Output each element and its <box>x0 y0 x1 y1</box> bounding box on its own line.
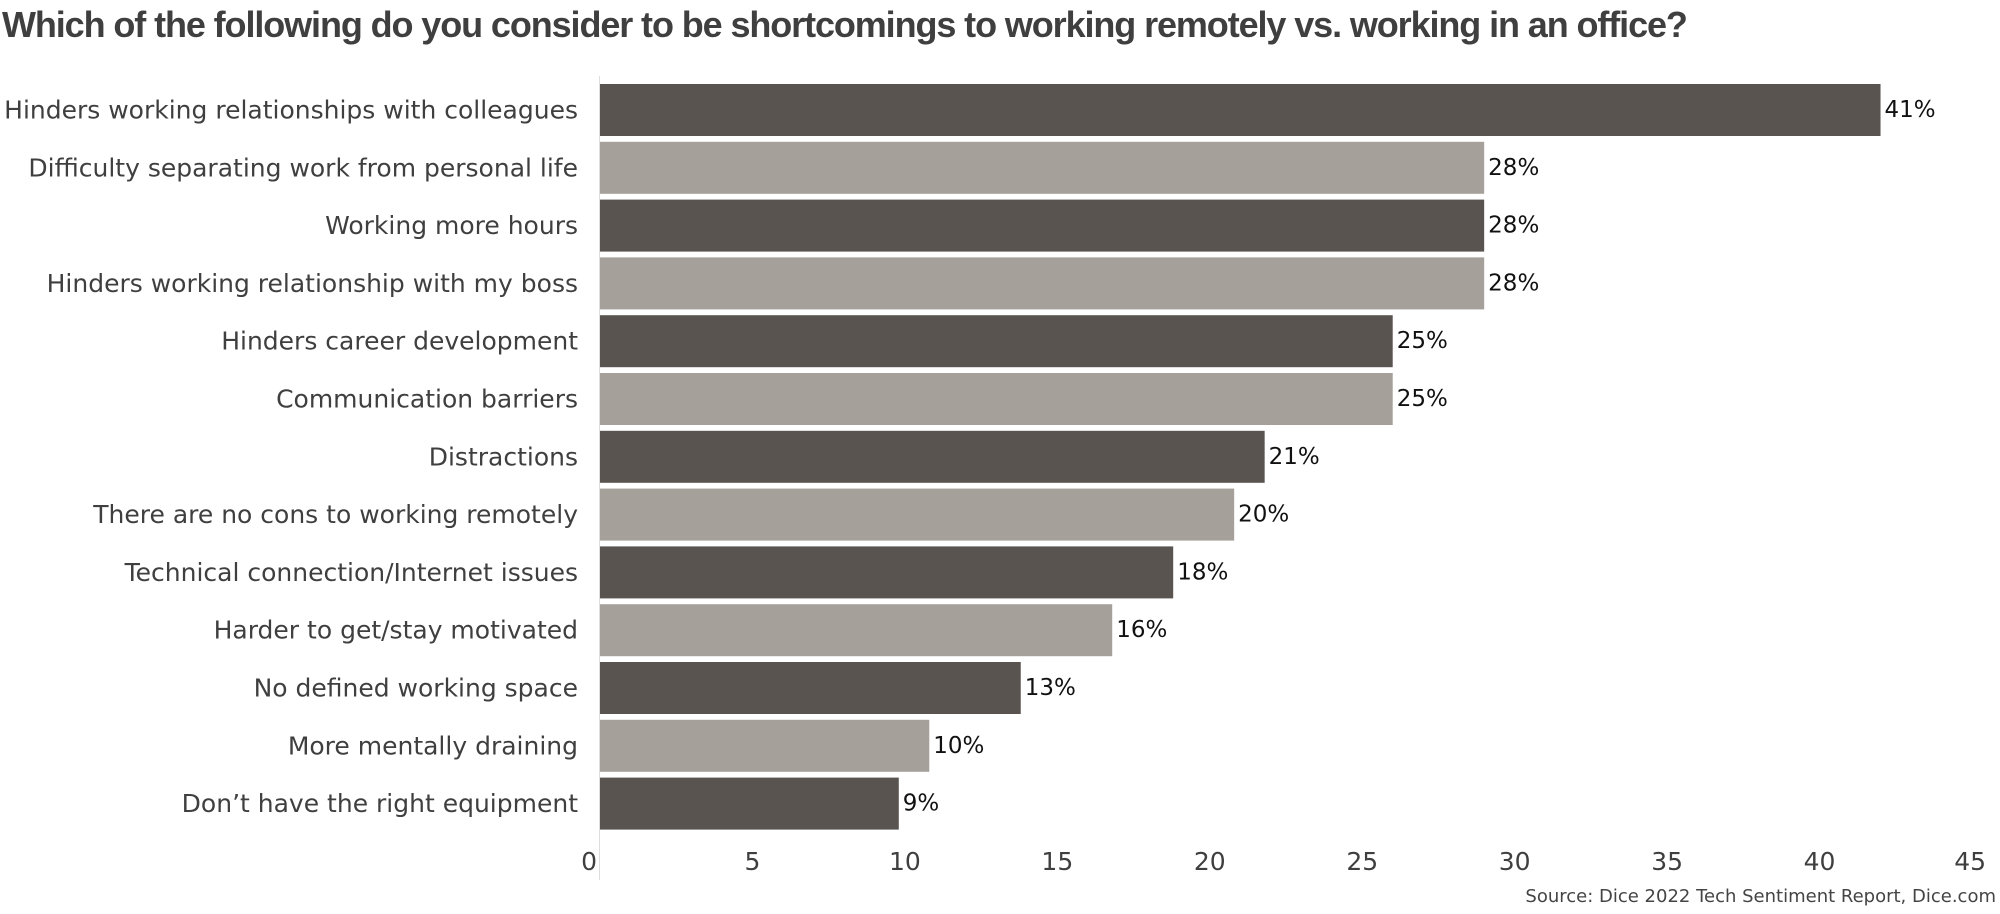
category-label: No defined working space <box>254 674 578 703</box>
x-tick-labels-group: 0 5 10 15 20 25 30 35 40 45 <box>581 847 1986 876</box>
category-label: Hinders career development <box>221 327 578 356</box>
value-label: 21% <box>1269 444 1320 470</box>
x-tick-label: 40 <box>1804 847 1836 876</box>
chart-title: Which of the following do you consider t… <box>2 4 1688 45</box>
bar <box>600 373 1393 425</box>
category-label: Don’t have the right equipment <box>182 789 579 818</box>
value-label: 9% <box>903 791 940 817</box>
value-label: 20% <box>1238 502 1289 528</box>
bar <box>600 257 1485 310</box>
value-label: 18% <box>1177 559 1228 585</box>
category-label: Hinders working relationships with colle… <box>4 96 578 125</box>
value-label: 10% <box>933 733 984 759</box>
category-label: More mentally draining <box>288 731 578 760</box>
bar <box>600 141 1485 194</box>
bar <box>600 777 899 830</box>
category-label: Hinders working relationship with my bos… <box>47 269 578 298</box>
value-label: 25% <box>1397 386 1448 412</box>
bar <box>600 199 1485 252</box>
category-label: Working more hours <box>325 211 578 240</box>
value-labels-group: 41% 28% 28% 28% 25% 25% 21% 20% 18% 16% 13% 10% 9% <box>903 97 1936 817</box>
category-labels-group: Hinders working relationships with colle… <box>4 96 578 819</box>
bar <box>600 84 1881 136</box>
category-label: Difficulty separating work from personal… <box>28 153 578 182</box>
value-label: 25% <box>1397 328 1448 354</box>
x-tick-label: 15 <box>1041 847 1073 876</box>
x-tick-label: 30 <box>1499 847 1531 876</box>
bars-group <box>600 84 1881 830</box>
category-label: Technical connection/Internet issues <box>124 558 578 587</box>
value-label: 28% <box>1488 155 1539 181</box>
source-note: Source: Dice 2022 Tech Sentiment Report,… <box>1525 886 1996 907</box>
value-label: 16% <box>1116 617 1167 643</box>
x-tick-label: 35 <box>1651 847 1683 876</box>
bar <box>600 719 930 772</box>
bar <box>600 315 1393 368</box>
category-label: Harder to get/stay motivated <box>214 616 578 645</box>
value-label: 41% <box>1885 97 1936 123</box>
bar <box>600 604 1113 657</box>
x-tick-label: 20 <box>1194 847 1226 876</box>
x-tick-label: 5 <box>744 847 760 876</box>
value-label: 28% <box>1488 213 1539 239</box>
x-tick-label: 0 <box>581 847 597 876</box>
category-label: There are no cons to working remotely <box>92 500 578 529</box>
category-label: Communication barriers <box>276 385 578 414</box>
bar <box>600 662 1021 714</box>
x-tick-label: 45 <box>1954 847 1986 876</box>
bar <box>600 546 1174 599</box>
bar <box>600 430 1265 483</box>
bar <box>600 488 1235 541</box>
x-tick-label: 25 <box>1346 847 1378 876</box>
value-label: 28% <box>1488 270 1539 296</box>
x-tick-label: 10 <box>889 847 921 876</box>
category-label: Distractions <box>429 442 578 471</box>
value-label: 13% <box>1025 675 1076 701</box>
